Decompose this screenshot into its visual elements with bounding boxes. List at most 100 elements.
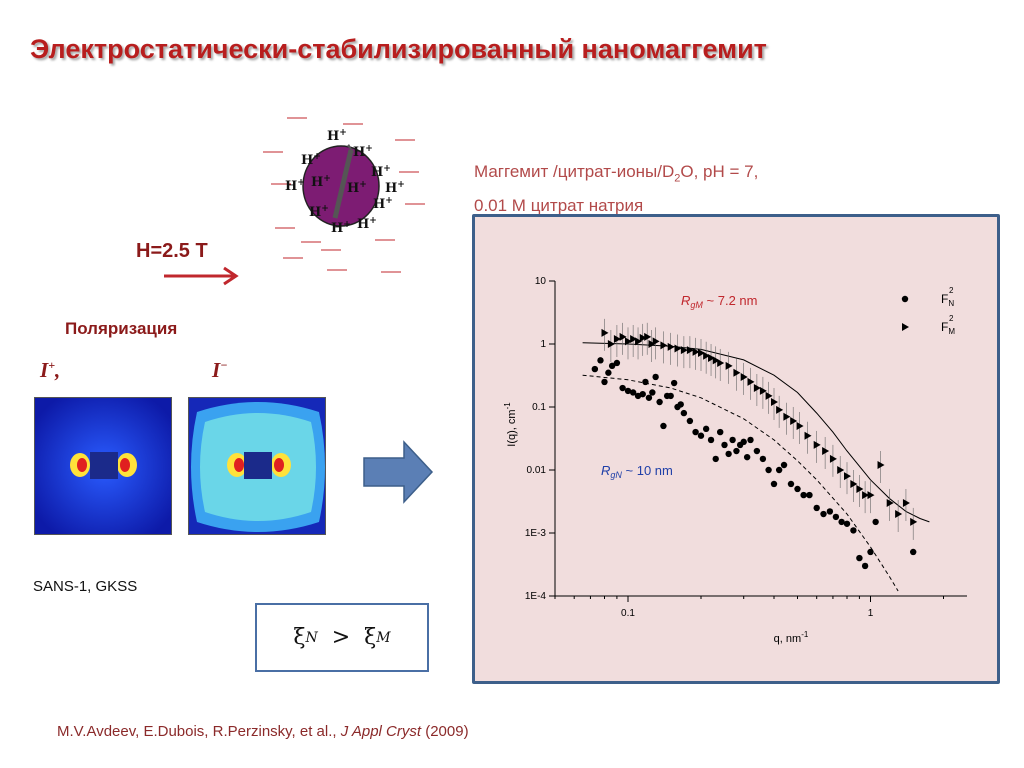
y-axis-label: I(q), cm-1 — [503, 402, 518, 447]
data-point-fm — [697, 348, 705, 357]
data-point-fm — [770, 398, 778, 407]
data-point-fn — [667, 392, 674, 400]
data-point-fn — [787, 480, 795, 488]
data-point-fm — [910, 517, 918, 526]
data-point-fn — [800, 491, 807, 499]
data-point-fn — [850, 527, 857, 534]
data-point-fm — [759, 386, 767, 395]
data-point-fn — [639, 390, 646, 398]
y-tick-label: 1 — [540, 339, 546, 350]
field-arrow-icon — [164, 266, 239, 286]
data-point-fm — [733, 368, 741, 377]
data-point-fn — [642, 378, 649, 386]
data-point-fn — [743, 453, 751, 461]
data-point-fn — [725, 450, 732, 458]
data-point-fm — [686, 346, 694, 355]
data-point-fn — [872, 518, 879, 526]
data-point-fn — [867, 548, 874, 556]
y-tick-label: 10 — [535, 276, 547, 287]
data-point-fn — [601, 378, 608, 386]
negative-charges — [263, 117, 425, 273]
hydrogen-ion: H+ — [357, 216, 377, 232]
data-point-fm — [680, 346, 688, 355]
data-point-fm — [837, 466, 845, 474]
data-point-fn — [645, 394, 653, 401]
data-point-fn — [656, 398, 663, 406]
data-point-fn — [770, 480, 778, 488]
legend-label-sup: 2 — [949, 314, 954, 323]
hydrogen-ion: H+ — [331, 220, 351, 236]
data-point-fm — [692, 347, 700, 356]
data-point-fn — [721, 441, 728, 449]
data-point-fm — [813, 440, 821, 449]
data-point-fm — [790, 416, 798, 425]
legend-marker-triangle — [902, 323, 909, 331]
data-point-fm — [753, 384, 761, 393]
fit-magnetic-curve — [582, 342, 930, 523]
data-point-fm — [613, 335, 621, 344]
data-point-fm — [619, 332, 627, 341]
data-point-fn — [910, 548, 917, 556]
data-point-fn — [729, 436, 736, 444]
sample-line-1: Маггемит /цитрат-ионы/D2O, pH = 7, — [474, 162, 759, 185]
magnetic-moment-arrow — [332, 149, 354, 219]
data-point-fm — [660, 341, 668, 350]
data-point-fn — [838, 518, 845, 526]
right-arrow-icon — [363, 440, 434, 504]
data-point-fn — [843, 520, 851, 527]
data-point-fm — [822, 447, 830, 456]
y-tick-label: 1E-3 — [525, 528, 547, 539]
data-point-fm — [867, 491, 875, 500]
data-point-fn — [832, 513, 840, 521]
data-point-fm — [708, 353, 716, 362]
hydrogen-ion: H+ — [353, 144, 373, 160]
legend-marker-circle — [901, 295, 909, 303]
data-point-fm — [725, 361, 733, 370]
data-point-fn — [820, 510, 827, 518]
data-point-fm — [630, 335, 638, 344]
data-point-fm — [712, 356, 720, 365]
data-point-fm — [644, 332, 652, 341]
data-point-fn — [670, 379, 678, 387]
data-point-fn — [780, 461, 788, 469]
data-point-fn — [652, 373, 659, 381]
data-point-fn — [677, 401, 684, 408]
data-point-fm — [783, 412, 791, 421]
instrument-label: SANS-1, GKSS — [33, 578, 138, 595]
x-tick-label: 1 — [868, 608, 874, 619]
data-point-fn — [765, 466, 772, 474]
data-point-fm — [740, 372, 748, 381]
data-point-fm — [796, 421, 804, 430]
data-point-fn — [753, 447, 761, 455]
data-point-fm — [639, 333, 647, 342]
y-tick-label: 1E-4 — [525, 591, 547, 602]
data-point-fn — [813, 504, 820, 512]
data-point-fn — [856, 554, 863, 562]
data-point-fn — [608, 362, 616, 370]
data-point-fm — [635, 337, 643, 346]
data-point-fm — [747, 377, 755, 386]
page-title: Электростатически-стабилизированный нано… — [30, 34, 767, 64]
particle-diagram: H+H+H+H+H+ H+H+ H+H+ H+H+ H+ — [263, 117, 425, 273]
data-point-fm — [902, 498, 910, 507]
data-point-fn — [861, 562, 869, 570]
data-point-fn — [597, 357, 604, 364]
data-point-fm — [895, 510, 903, 519]
data-point-fn — [591, 365, 599, 373]
data-point-fn — [605, 369, 612, 376]
data-point-fn — [747, 436, 754, 444]
chart-frame: 0.1 1 10 1 0.1 0.01 1E-3 1E-4 q, nm-1 I(q), cm-1 R… — [472, 214, 1000, 684]
data-point-fn — [629, 389, 637, 396]
data-point-fn — [649, 389, 656, 396]
data-point-fn — [717, 428, 724, 436]
data-point-fn — [794, 485, 801, 493]
sample-line-2: 0.01 M цитрат натрия — [474, 196, 644, 216]
scattering-chart: 0.1 1 10 1 0.1 0.01 1E-3 1E-4 q, nm-1 I(q), cm-1 R… — [503, 276, 967, 645]
annotation-rgm: RgM ~ 7.2 nm — [681, 293, 757, 310]
data-point-fm — [667, 342, 675, 351]
data-point-fn — [733, 447, 740, 455]
y-tick-label: 0.01 — [527, 465, 547, 476]
data-point-fn — [806, 491, 813, 499]
x-tick-label: 0.1 — [621, 608, 635, 619]
